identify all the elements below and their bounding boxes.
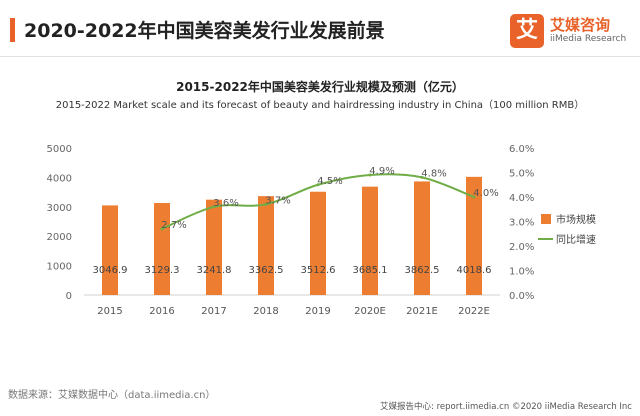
line-point xyxy=(420,175,424,179)
line-point xyxy=(212,205,216,209)
brand-logo: 艾 艾媒咨询 iiMedia Research xyxy=(510,14,628,48)
brand-logo-icon: 艾 xyxy=(510,14,544,48)
line-point xyxy=(160,227,164,231)
chart-subtitle: 2015-2022 Market scale and its forecast … xyxy=(55,100,585,111)
y-axis-tick-label: 0 xyxy=(66,291,72,302)
y2-axis-tick-label: 4.0% xyxy=(509,193,534,204)
y2-axis-tick-label: 0.0% xyxy=(509,291,534,302)
legend-label-line: 同比增速 xyxy=(556,233,596,246)
y2-axis-tick-label: 1.0% xyxy=(509,267,534,278)
x-axis-tick-label: 2018 xyxy=(253,306,278,317)
x-axis-tick-label: 2022E xyxy=(458,306,490,317)
x-axis-tick-label: 2020E xyxy=(354,306,386,317)
bar xyxy=(102,205,118,295)
bar-value-label: 3512.6 xyxy=(301,265,336,276)
line-value-label: 4.9% xyxy=(369,166,394,177)
page-title: 2020-2022年中国美容美发行业发展前景 xyxy=(24,20,385,42)
legend-label-bar: 市场规模 xyxy=(556,213,596,226)
footer-credit: 艾媒报告中心: report.iimedia.cn ©2020 iiMedia … xyxy=(380,402,632,412)
y2-axis-tick-label: 2.0% xyxy=(509,242,534,253)
x-axis-tick-label: 2019 xyxy=(305,306,330,317)
bar-value-label: 3862.5 xyxy=(405,265,440,276)
y2-axis-tick-label: 5.0% xyxy=(509,169,534,180)
bar-value-label: 4018.6 xyxy=(457,265,492,276)
bar xyxy=(414,181,430,295)
bar xyxy=(154,202,170,295)
line-point xyxy=(316,183,320,187)
x-axis-tick-label: 2016 xyxy=(149,306,174,317)
bar xyxy=(258,196,274,295)
brand-subtitle: iiMedia Research xyxy=(550,34,627,44)
y-axis-tick-label: 1000 xyxy=(47,262,72,273)
bar xyxy=(466,176,482,295)
bar-value-label: 3129.3 xyxy=(145,265,180,276)
header-divider xyxy=(0,56,640,57)
line-value-label: 3.6% xyxy=(213,198,238,209)
header-bar: 2020-2022年中国美容美发行业发展前景 艾 艾媒咨询 iiMedia Re… xyxy=(0,0,640,52)
y-axis-tick-label: 3000 xyxy=(47,203,72,214)
legend-swatch-bar xyxy=(541,214,551,224)
brand-name: 艾媒咨询 xyxy=(550,16,611,34)
line-point xyxy=(368,173,372,177)
line-value-label: 3.7% xyxy=(265,195,290,206)
line-value-label: 4.0% xyxy=(473,188,498,199)
chart-title: 2015-2022年中国美容美发行业规模及预测（亿元） xyxy=(176,80,464,94)
line-value-label: 4.5% xyxy=(317,176,342,187)
data-source-note: 数据来源：艾媒数据中心（data.iimedia.cn） xyxy=(8,390,216,401)
bar-value-label: 3362.5 xyxy=(249,265,284,276)
line-value-label: 4.8% xyxy=(421,168,446,179)
x-axis-tick-label: 2017 xyxy=(201,306,226,317)
footer-bar: 艾媒报告中心: report.iimedia.cn ©2020 iiMedia … xyxy=(0,399,640,416)
y2-axis-tick-label: 3.0% xyxy=(509,218,534,229)
line-value-label: 2.7% xyxy=(161,220,186,231)
y-axis-tick-label: 2000 xyxy=(47,232,72,243)
line-point xyxy=(264,202,268,206)
title-accent-mark xyxy=(10,18,15,42)
y-axis-tick-label: 5000 xyxy=(47,144,72,155)
x-axis-tick-label: 2021E xyxy=(406,306,438,317)
y-axis-tick-label: 4000 xyxy=(47,173,72,184)
bar-value-label: 3685.1 xyxy=(353,265,388,276)
bar xyxy=(310,191,326,295)
bar-value-label: 3046.9 xyxy=(93,265,128,276)
bar-value-label: 3241.8 xyxy=(197,265,232,276)
line-point xyxy=(472,195,476,199)
x-axis-tick-label: 2015 xyxy=(97,306,122,317)
bar xyxy=(362,186,378,295)
y2-axis-tick-label: 6.0% xyxy=(509,144,534,155)
bar xyxy=(206,199,222,295)
